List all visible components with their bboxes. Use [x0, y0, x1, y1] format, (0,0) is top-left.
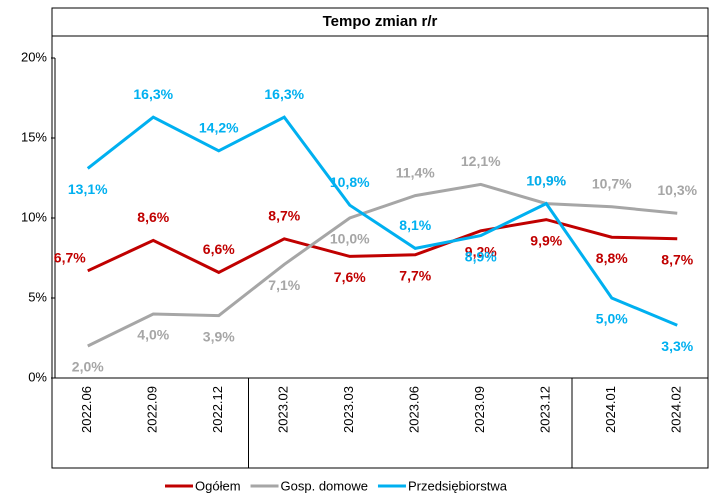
value-label: 8,7%	[268, 208, 300, 224]
value-label: 10,8%	[330, 174, 370, 190]
value-label: 9,2%	[465, 244, 497, 260]
value-label: 3,9%	[203, 328, 235, 344]
x-tick-label: 2022.12	[210, 386, 225, 433]
value-label: 10,7%	[592, 176, 632, 192]
value-label: 16,3%	[133, 86, 173, 102]
x-tick-label: 2023.12	[538, 386, 553, 433]
legend-label: Ogółem	[195, 478, 241, 493]
value-label: 7,6%	[334, 269, 366, 285]
plot-border	[51, 35, 709, 469]
value-label: 8,1%	[399, 217, 431, 233]
value-label: 6,7%	[54, 250, 86, 266]
value-label: 12,1%	[461, 153, 501, 169]
y-tick-label: 0%	[28, 369, 47, 384]
value-label: 8,7%	[661, 252, 693, 268]
y-tick-label: 15%	[21, 129, 47, 144]
value-label: 7,7%	[399, 268, 431, 284]
chart-title: Tempo zmian r/r	[323, 13, 438, 30]
legend-label: Gosp. domowe	[281, 478, 368, 493]
value-label: 14,2%	[199, 120, 239, 136]
x-tick-label: 2023.02	[276, 386, 291, 433]
x-tick-label: 2023.09	[472, 386, 487, 433]
line-series	[87, 218, 678, 275]
value-label: 10,0%	[330, 231, 370, 247]
value-label: 11,4%	[396, 164, 435, 180]
value-label: 7,1%	[268, 277, 300, 293]
value-label: 10,3%	[657, 182, 697, 198]
value-label: 8,9%	[465, 248, 497, 264]
value-label: 3,3%	[661, 338, 693, 354]
value-label: 6,6%	[203, 241, 235, 257]
x-tick-label: 2022.09	[145, 386, 160, 433]
value-label: 2,0%	[72, 359, 104, 375]
line-series	[87, 182, 678, 348]
value-label: 13,1%	[68, 181, 108, 197]
value-label: 5,0%	[596, 311, 628, 327]
x-tick-label: 2023.06	[407, 386, 422, 433]
value-label: 8,6%	[137, 209, 169, 225]
x-tick-label: 2022.06	[79, 386, 94, 433]
value-label: 8,8%	[596, 250, 628, 266]
x-tick-label: 2023.03	[341, 386, 356, 433]
y-tick-label: 20%	[21, 49, 47, 64]
x-tick-label: 2024.02	[669, 386, 684, 433]
value-label: 10,9%	[526, 172, 566, 188]
x-tick-label: 2024.01	[603, 386, 618, 433]
value-label: 10,9%	[526, 172, 566, 188]
value-label: 16,3%	[264, 86, 304, 102]
line-series	[86, 115, 678, 327]
y-tick-label: 10%	[21, 209, 47, 224]
title-box	[51, 7, 709, 37]
value-label: 4,0%	[137, 327, 169, 343]
y-tick-label: 5%	[28, 289, 47, 304]
legend-label: Przedsiębiorstwa	[408, 478, 508, 493]
value-label: 9,9%	[530, 232, 562, 248]
